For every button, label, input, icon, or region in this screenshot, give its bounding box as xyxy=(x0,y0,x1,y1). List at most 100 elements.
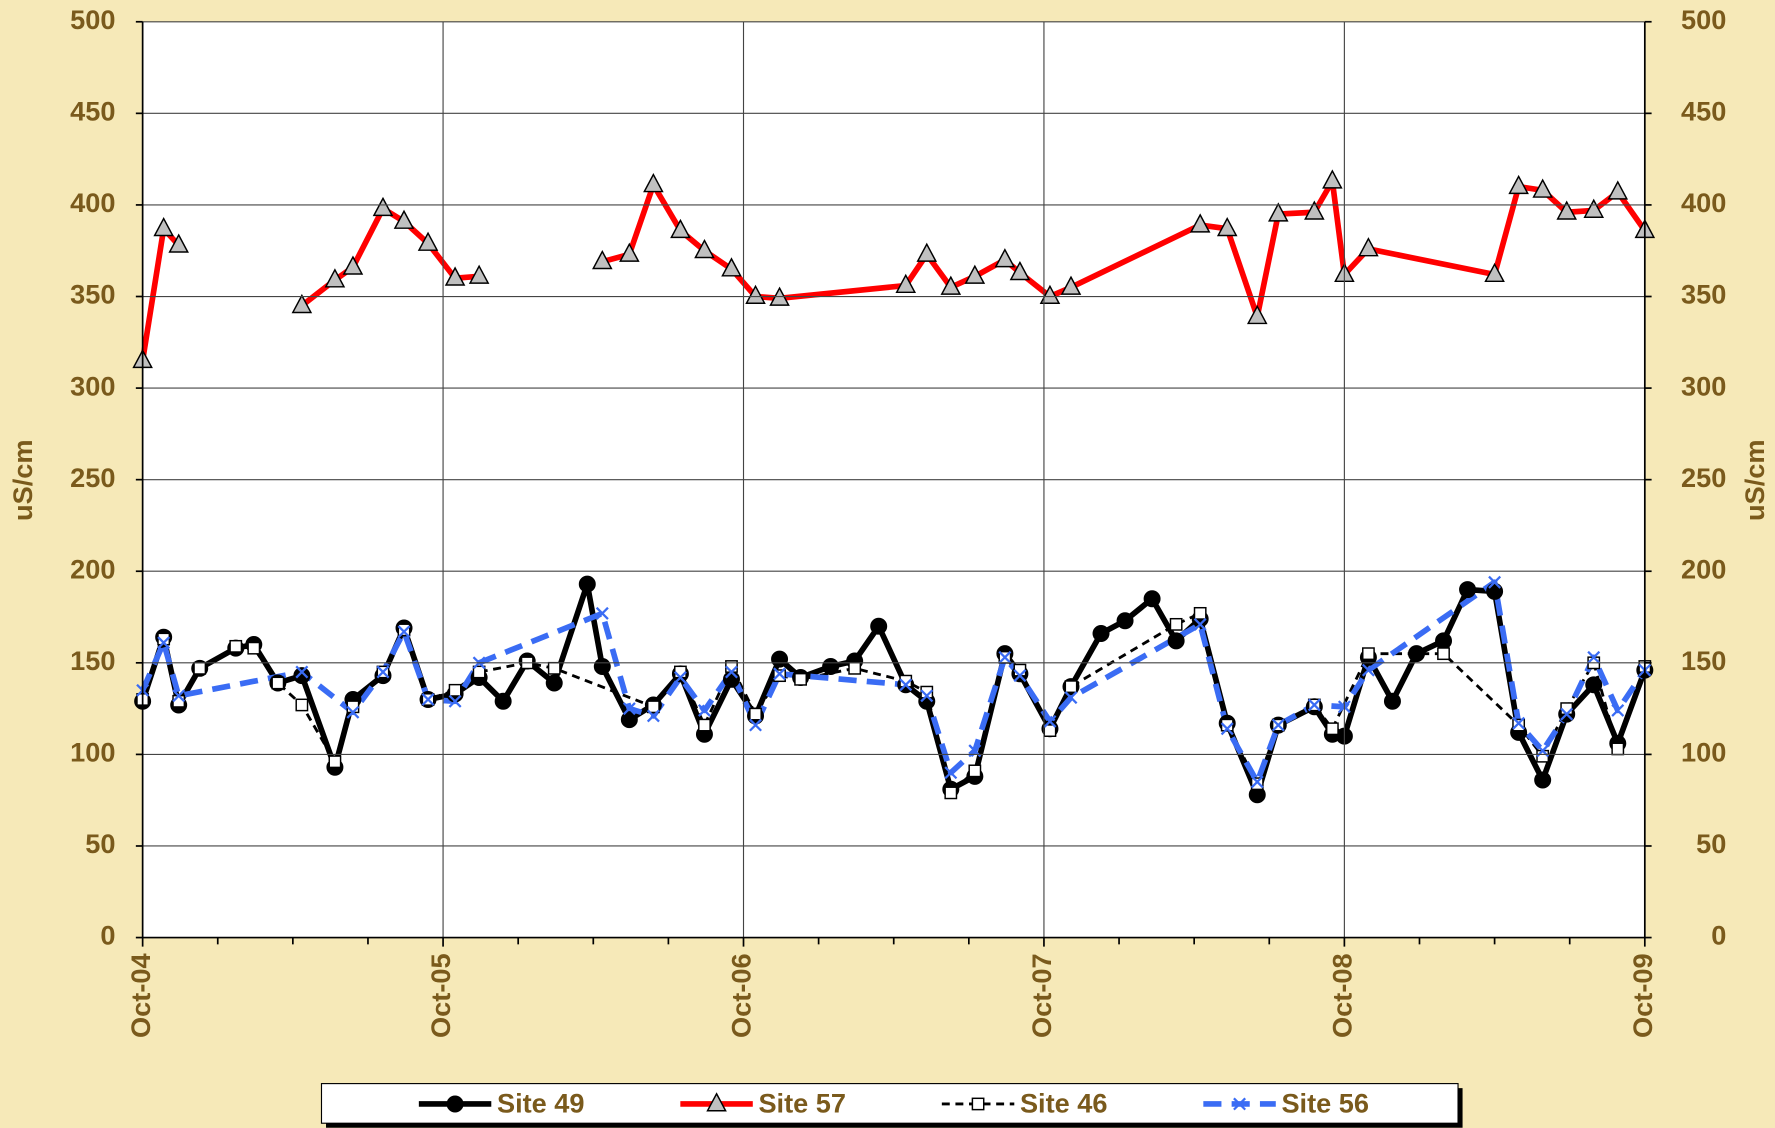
marker xyxy=(1486,582,1504,600)
marker xyxy=(193,661,207,675)
marker xyxy=(848,661,862,675)
marker xyxy=(448,694,462,708)
marker xyxy=(376,665,390,679)
marker xyxy=(940,275,962,295)
y2-tick-label: 350 xyxy=(1681,279,1726,310)
marker xyxy=(172,689,186,703)
marker xyxy=(899,678,913,692)
marker xyxy=(1013,669,1027,683)
marker xyxy=(1585,676,1603,694)
x-tick-label: Oct-07 xyxy=(1026,953,1057,1038)
marker xyxy=(1322,169,1343,189)
x-tick-label: Oct-06 xyxy=(726,953,757,1038)
marker xyxy=(698,718,711,732)
marker xyxy=(271,676,285,690)
marker xyxy=(444,266,466,286)
y-tick-label: 450 xyxy=(70,96,115,127)
x-tick-label: Oct-08 xyxy=(1327,953,1358,1038)
marker xyxy=(295,698,309,712)
marker xyxy=(968,764,982,778)
marker xyxy=(1488,575,1502,589)
y-tick-label: 300 xyxy=(70,370,115,401)
marker xyxy=(1220,718,1234,732)
legend-label: Site 46 xyxy=(1020,1087,1108,1118)
series-line xyxy=(140,579,1648,785)
marker xyxy=(1435,632,1453,650)
y-tick-label: 150 xyxy=(70,645,115,676)
marker xyxy=(393,209,415,229)
marker xyxy=(595,606,609,620)
y2-tick-label: 500 xyxy=(1681,4,1726,35)
y2-tick-label: 0 xyxy=(1711,920,1726,951)
marker xyxy=(153,216,174,237)
marker xyxy=(1307,698,1321,712)
y-tick-label: 100 xyxy=(70,737,115,768)
marker xyxy=(1092,625,1110,643)
marker xyxy=(1009,260,1031,281)
marker xyxy=(773,669,786,683)
marker xyxy=(1587,650,1601,664)
marker xyxy=(157,636,171,650)
marker xyxy=(794,672,807,686)
marker xyxy=(1246,304,1268,325)
marker xyxy=(1512,718,1526,732)
y2-tick-label: 250 xyxy=(1681,462,1726,493)
marker xyxy=(920,689,934,703)
marker xyxy=(944,766,958,780)
y2-tick-label: 400 xyxy=(1681,187,1726,218)
marker xyxy=(1304,200,1325,220)
marker xyxy=(1043,714,1057,728)
marker xyxy=(920,685,934,699)
marker xyxy=(723,670,740,688)
y-tick-label: 400 xyxy=(70,187,115,218)
marker xyxy=(324,268,346,288)
marker xyxy=(964,264,986,284)
marker xyxy=(998,650,1012,664)
marker xyxy=(494,692,512,710)
marker xyxy=(342,255,364,275)
marker xyxy=(670,218,691,239)
marker xyxy=(545,674,563,692)
y-tick-label: 0 xyxy=(100,920,115,951)
y2-tick-label: 450 xyxy=(1681,96,1726,127)
marker xyxy=(1216,216,1238,237)
marker xyxy=(916,242,938,262)
marker xyxy=(1508,174,1529,195)
marker xyxy=(622,702,636,716)
marker xyxy=(397,623,411,637)
marker xyxy=(749,718,762,732)
marker xyxy=(646,700,660,714)
y2-tick-label: 100 xyxy=(1681,737,1726,768)
marker xyxy=(1361,663,1375,677)
marker xyxy=(895,273,917,294)
legend-marker xyxy=(971,1097,985,1111)
marker xyxy=(578,575,596,593)
x-tick-label: Oct-09 xyxy=(1627,953,1658,1038)
y-tick-label: 250 xyxy=(70,462,115,493)
marker xyxy=(346,705,360,719)
marker xyxy=(1143,590,1161,608)
series-markers xyxy=(132,169,1656,804)
marker xyxy=(870,617,888,635)
legend-marker xyxy=(446,1095,464,1113)
marker xyxy=(593,657,611,675)
y-axis-label: uS/cm xyxy=(7,439,38,520)
marker xyxy=(1064,680,1078,694)
y2-tick-label: 300 xyxy=(1681,370,1726,401)
marker xyxy=(472,665,486,679)
marker xyxy=(1064,691,1078,705)
marker xyxy=(417,231,439,251)
marker xyxy=(397,625,411,639)
legend-label: Site 56 xyxy=(1281,1087,1369,1118)
marker xyxy=(1271,718,1285,732)
marker xyxy=(468,264,490,284)
marker xyxy=(822,657,840,675)
marker xyxy=(372,196,394,217)
marker xyxy=(1611,742,1625,756)
marker xyxy=(328,755,342,769)
marker xyxy=(247,641,261,655)
marker xyxy=(899,674,913,688)
marker xyxy=(295,665,309,679)
